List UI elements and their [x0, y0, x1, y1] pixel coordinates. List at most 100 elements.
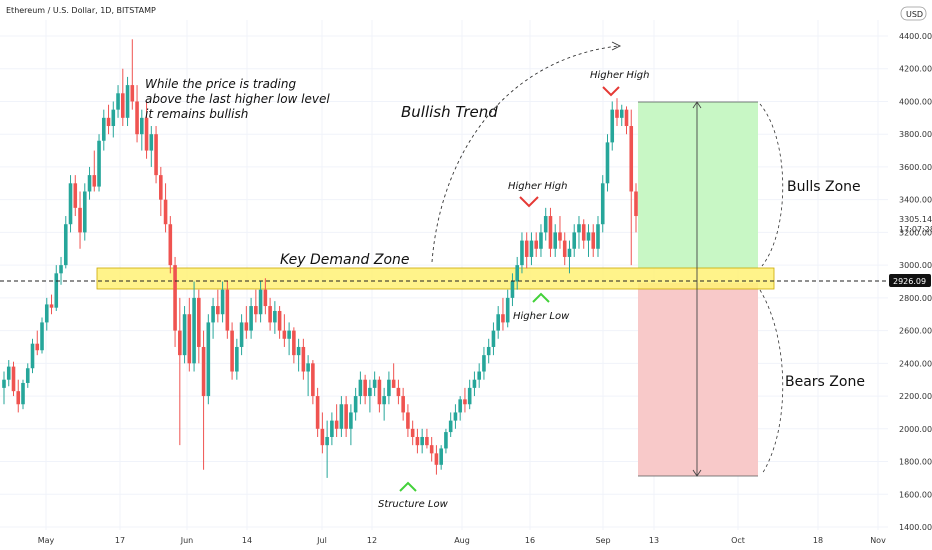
candle[interactable]	[600, 175, 605, 233]
candle[interactable]	[548, 207, 553, 257]
candle[interactable]	[87, 166, 92, 200]
candle[interactable]	[2, 371, 6, 405]
candle[interactable]	[482, 346, 486, 380]
candle[interactable]	[382, 387, 386, 421]
candle[interactable]	[339, 396, 344, 437]
candle[interactable]	[491, 322, 496, 356]
candle[interactable]	[216, 289, 220, 323]
candle[interactable]	[82, 183, 87, 241]
candle[interactable]	[510, 273, 515, 307]
candle[interactable]	[439, 445, 443, 470]
candle[interactable]	[21, 379, 25, 410]
candle[interactable]	[263, 278, 268, 315]
candle[interactable]	[173, 256, 177, 347]
candle[interactable]	[524, 232, 529, 269]
bullish-trend-arrow[interactable]	[431, 45, 619, 263]
candle[interactable]	[387, 371, 391, 405]
candle[interactable]	[35, 330, 40, 356]
candle[interactable]	[63, 216, 68, 269]
candle[interactable]	[25, 363, 30, 388]
candle[interactable]	[477, 363, 481, 388]
candle[interactable]	[372, 371, 377, 397]
candle[interactable]	[40, 317, 44, 354]
candle[interactable]	[605, 134, 610, 192]
candle[interactable]	[116, 85, 120, 118]
candle[interactable]	[73, 175, 78, 217]
candle[interactable]	[220, 281, 225, 323]
candle[interactable]	[268, 297, 272, 331]
candle[interactable]	[358, 371, 363, 405]
candle[interactable]	[420, 428, 424, 454]
candle[interactable]	[282, 314, 287, 347]
candle[interactable]	[6, 360, 11, 387]
candle[interactable]	[520, 232, 524, 274]
candle[interactable]	[168, 216, 173, 274]
candle[interactable]	[429, 436, 434, 462]
candle[interactable]	[140, 109, 144, 151]
candle[interactable]	[187, 297, 192, 372]
candle[interactable]	[54, 265, 59, 311]
candle[interactable]	[211, 297, 215, 339]
candle[interactable]	[363, 374, 367, 405]
candle[interactable]	[97, 134, 101, 192]
candle[interactable]	[496, 306, 500, 339]
candle[interactable]	[320, 412, 325, 454]
symbol-title[interactable]: Ethereum / U.S. Dollar, 1D, BITSTAMP	[6, 6, 156, 15]
candle[interactable]	[467, 379, 472, 410]
currency-button[interactable]	[900, 6, 927, 21]
candle[interactable]	[125, 76, 130, 127]
candle[interactable]	[453, 404, 458, 429]
candle[interactable]	[277, 306, 282, 339]
key-demand-zone-box[interactable]	[96, 267, 775, 290]
candle[interactable]	[349, 404, 353, 446]
candle[interactable]	[154, 126, 158, 184]
candle[interactable]	[543, 207, 548, 241]
candle[interactable]	[159, 166, 163, 217]
candle[interactable]	[415, 428, 420, 454]
candle[interactable]	[567, 240, 572, 274]
candle[interactable]	[292, 327, 296, 364]
candle[interactable]	[377, 376, 382, 413]
candle[interactable]	[624, 106, 629, 135]
candle[interactable]	[448, 412, 453, 437]
candle[interactable]	[92, 150, 97, 192]
candle[interactable]	[529, 232, 534, 266]
candle[interactable]	[44, 297, 49, 331]
candle[interactable]	[572, 224, 577, 257]
candle[interactable]	[244, 306, 249, 339]
candle[interactable]	[249, 297, 253, 339]
candle[interactable]	[562, 232, 567, 266]
candle[interactable]	[225, 281, 230, 339]
bears-zone-curve[interactable]	[759, 289, 784, 475]
candle[interactable]	[130, 39, 135, 110]
candle[interactable]	[301, 338, 306, 380]
candle[interactable]	[425, 428, 429, 449]
candle[interactable]	[197, 289, 201, 364]
candle[interactable]	[78, 191, 82, 249]
candle[interactable]	[144, 101, 149, 159]
candle[interactable]	[619, 104, 624, 127]
candle[interactable]	[396, 379, 401, 405]
candle[interactable]	[182, 306, 187, 364]
candle[interactable]	[581, 219, 586, 249]
candle[interactable]	[111, 101, 116, 138]
candle[interactable]	[273, 301, 277, 334]
candle[interactable]	[192, 281, 196, 372]
candle[interactable]	[258, 281, 263, 323]
candle[interactable]	[634, 183, 638, 233]
candle[interactable]	[306, 355, 310, 397]
candle[interactable]	[206, 314, 211, 405]
candle[interactable]	[401, 387, 405, 421]
candle[interactable]	[553, 224, 558, 257]
candle[interactable]	[368, 379, 372, 413]
candle[interactable]	[201, 330, 206, 470]
candle[interactable]	[11, 361, 16, 397]
candle[interactable]	[230, 322, 234, 380]
price-scale[interactable]: 4400.00 4200.00 4000.00 3800.00 3600.00 3400.…	[889, 6, 932, 532]
candle[interactable]	[458, 396, 462, 421]
candle[interactable]	[586, 224, 591, 257]
candle[interactable]	[325, 420, 329, 478]
candle[interactable]	[344, 396, 348, 437]
candle[interactable]	[558, 216, 562, 249]
